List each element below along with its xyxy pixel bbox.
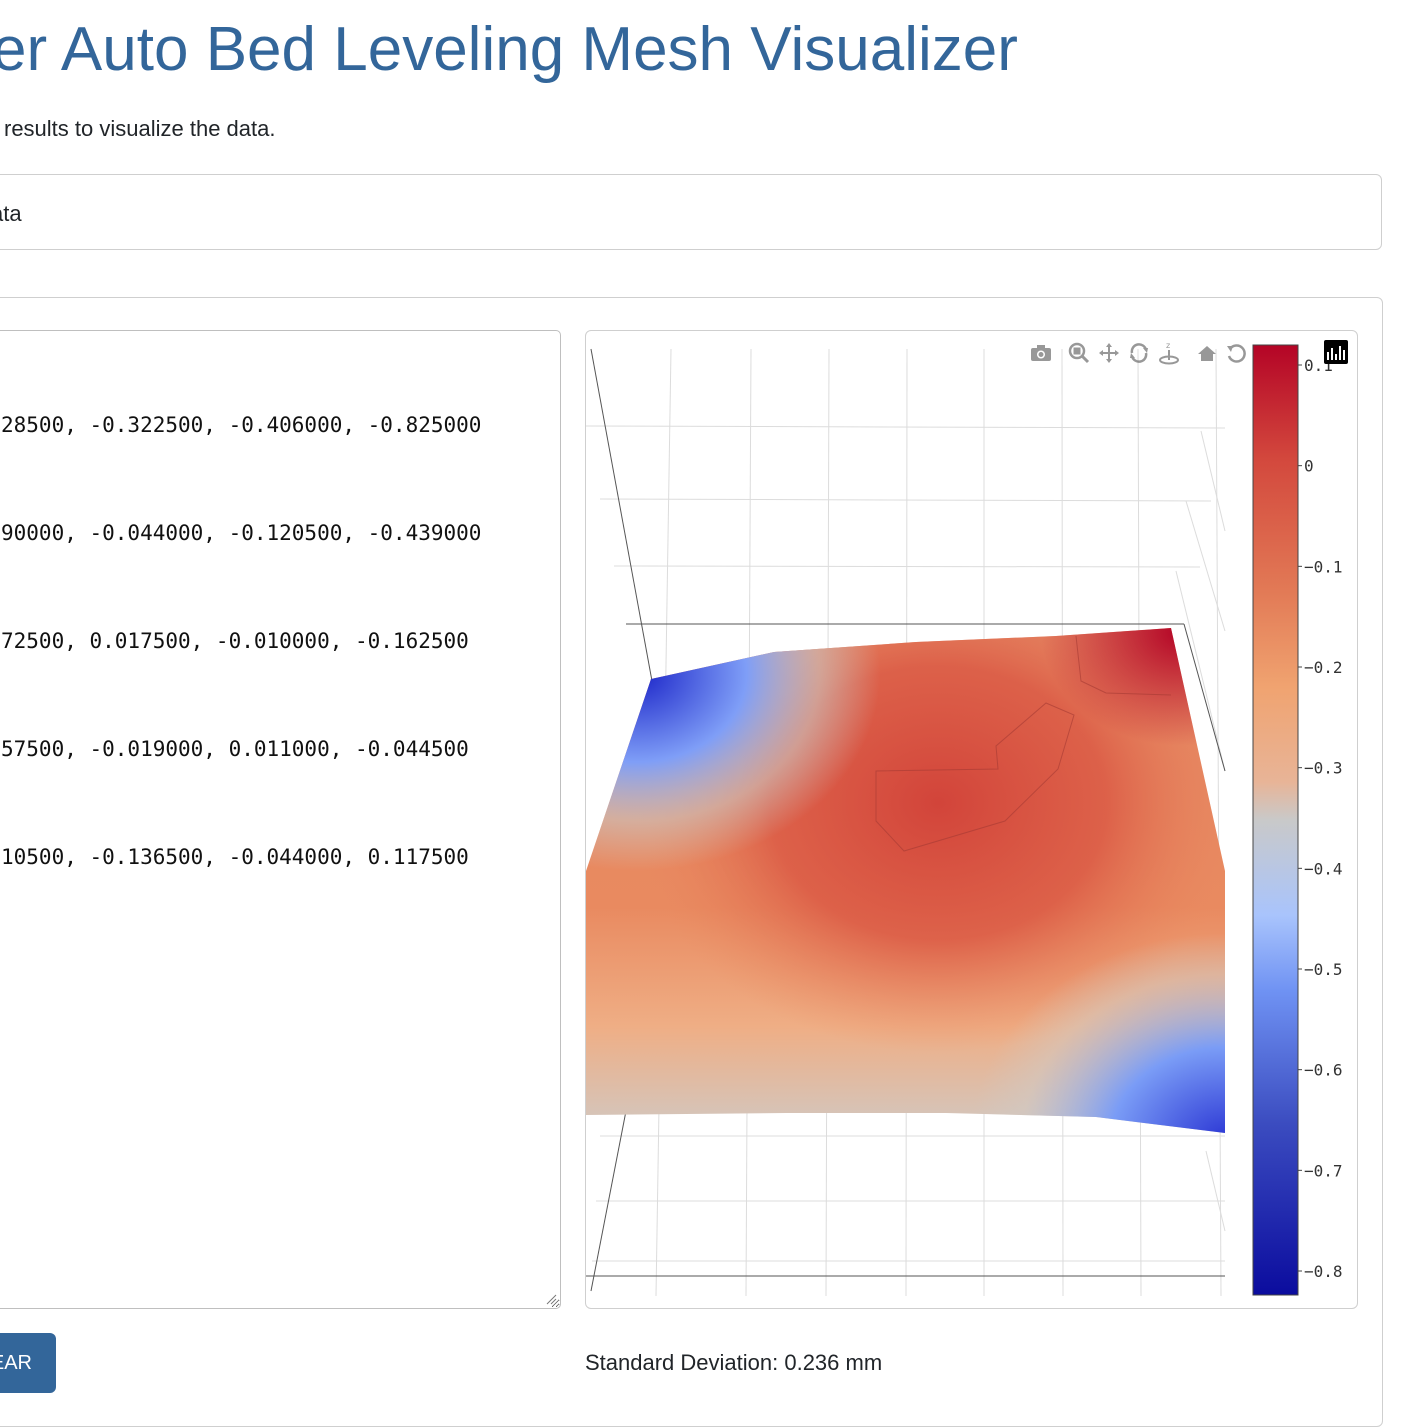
input-card-header: ata: [0, 174, 1382, 250]
plotly-logo-icon[interactable]: [1324, 340, 1348, 364]
orbit-rotation-icon[interactable]: [1124, 339, 1154, 367]
colorbar-tick-label: −0.5: [1304, 960, 1343, 979]
plot-modebar: z: [1026, 339, 1252, 367]
colorbar-tick-label: −0.7: [1304, 1161, 1343, 1180]
surface-plot-canvas[interactable]: 0.10−0.1−0.2−0.3−0.4−0.5−0.6−0.7−0.8: [586, 331, 1358, 1309]
turntable-rotation-icon[interactable]: z: [1154, 339, 1184, 367]
colorbar-ticks: 0.10−0.1−0.2−0.3−0.4−0.5−0.6−0.7−0.8: [1298, 356, 1343, 1281]
colorbar-tick-label: −0.8: [1304, 1262, 1343, 1281]
textarea-resize-handle-icon[interactable]: [545, 1293, 557, 1305]
data-line: 57500, -0.019000, 0.011000, -0.044500: [1, 737, 469, 761]
reset-camera-icon[interactable]: [1192, 339, 1222, 367]
colorbar-tick-label: −0.3: [1304, 759, 1343, 778]
zoom-icon[interactable]: [1064, 339, 1094, 367]
std-deviation-text: Standard Deviation: 0.236 mm: [585, 1350, 883, 1375]
colorbar-tick-label: −0.6: [1304, 1061, 1343, 1080]
colorbar: [1252, 344, 1299, 1296]
colorbar-tick-label: 0: [1304, 457, 1314, 476]
input-card-header-label: ata: [0, 201, 22, 226]
colorbar-tick-label: −0.1: [1304, 557, 1343, 576]
surface-mesh: [586, 628, 1225, 1133]
pan-icon[interactable]: [1094, 339, 1124, 367]
contour-line: [875, 702, 1075, 852]
home-icon[interactable]: [1222, 339, 1252, 367]
clear-button[interactable]: EAR: [0, 1333, 56, 1393]
svg-text:z: z: [1166, 341, 1170, 350]
data-line: 10500, -0.136500, -0.044000, 0.117500: [1, 845, 469, 869]
contour-line: [1075, 635, 1172, 696]
data-line: 90000, -0.044000, -0.120500, -0.439000: [1, 521, 482, 545]
colorbar-tick-label: −0.4: [1304, 859, 1343, 878]
camera-icon[interactable]: [1026, 339, 1056, 367]
mesh-data-textarea[interactable]: 28500, -0.322500, -0.406000, -0.825000 9…: [0, 330, 561, 1309]
page-subtitle: results to visualize the data.: [4, 116, 276, 141]
page-title: er Auto Bed Leveling Mesh Visualizer: [0, 15, 1018, 84]
data-line: 28500, -0.322500, -0.406000, -0.825000: [1, 413, 482, 437]
surface-plot[interactable]: 0.1 0 −0.1 −0.2 −0.3 −0.4 −0.5 −0.6 −0.7 −0.8 z: [585, 330, 1358, 1309]
data-line: 72500, 0.017500, -0.010000, -0.162500: [1, 629, 469, 653]
colorbar-tick-label: −0.2: [1304, 658, 1343, 677]
plot-axes: [586, 348, 1226, 1292]
plot-grid: [586, 348, 1226, 1297]
